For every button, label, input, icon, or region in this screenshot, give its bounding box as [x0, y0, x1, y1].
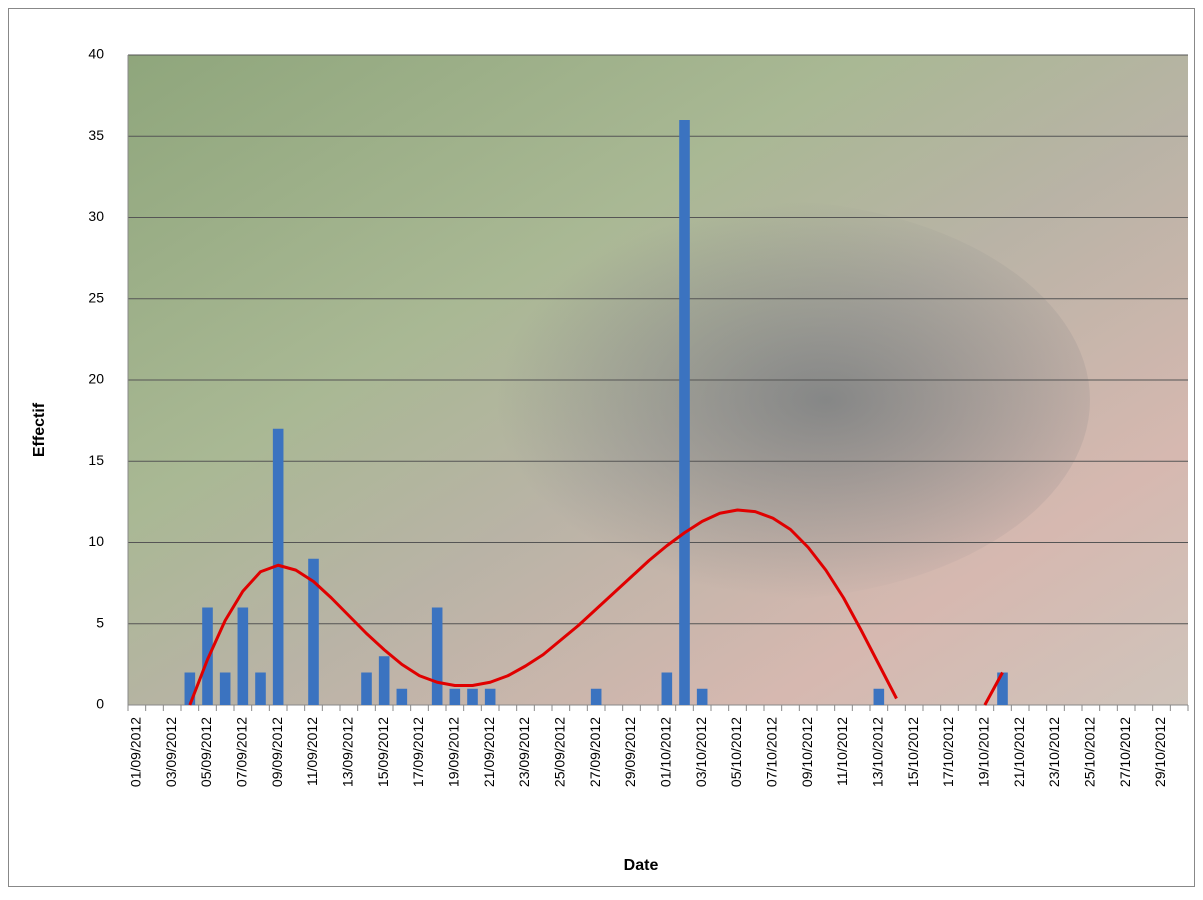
x-tick-label: 09/10/2012 — [799, 717, 815, 787]
bar — [431, 607, 443, 705]
bar — [184, 672, 196, 705]
x-tick-label: 19/09/2012 — [446, 717, 462, 787]
bar — [396, 688, 408, 705]
x-tick-label: 07/10/2012 — [764, 717, 780, 787]
y-tick-label: 40 — [88, 46, 104, 62]
y-tick-label: 25 — [88, 289, 104, 305]
y-tick-label: 0 — [96, 696, 104, 712]
x-tick-label: 03/10/2012 — [693, 717, 709, 787]
bar — [467, 688, 478, 705]
x-tick-label: 11/09/2012 — [304, 717, 320, 786]
bar — [308, 558, 319, 705]
y-tick-label: 30 — [88, 208, 104, 224]
x-tick-label: 25/10/2012 — [1082, 717, 1098, 787]
bar — [997, 672, 1008, 705]
x-tick-label: 29/09/2012 — [622, 717, 638, 787]
x-tick-label: 27/10/2012 — [1117, 717, 1133, 787]
x-tick-label: 07/09/2012 — [234, 717, 250, 787]
bar — [661, 672, 673, 705]
x-tick-label: 11/10/2012 — [834, 717, 850, 786]
bar — [449, 688, 461, 705]
x-tick-label: 13/09/2012 — [340, 717, 356, 787]
bar — [219, 672, 231, 705]
x-tick-label: 17/09/2012 — [410, 717, 426, 787]
x-tick-label: 23/10/2012 — [1046, 717, 1062, 787]
x-tick-label: 01/09/2012 — [128, 717, 144, 787]
x-tick-label: 21/10/2012 — [1011, 717, 1027, 787]
x-tick-label: 05/10/2012 — [728, 717, 744, 787]
y-tick-label: 10 — [88, 533, 104, 549]
bar — [272, 428, 284, 705]
x-tick-label: 09/09/2012 — [269, 717, 285, 787]
bar — [237, 607, 249, 705]
bar — [255, 672, 266, 705]
bar — [590, 688, 602, 705]
x-tick-label: 23/09/2012 — [516, 717, 532, 787]
trend-line — [188, 508, 1004, 706]
x-tick-label: 27/09/2012 — [587, 717, 603, 787]
x-tick-label: 17/10/2012 — [940, 717, 956, 787]
x-tick-label: 19/10/2012 — [976, 717, 992, 787]
x-tick-label: 29/10/2012 — [1152, 717, 1168, 787]
y-tick-label: 35 — [88, 127, 104, 143]
x-tick-label: 03/09/2012 — [163, 717, 179, 787]
bar — [679, 120, 690, 705]
y-axis-title: Effectif — [31, 402, 48, 457]
bar — [696, 688, 708, 705]
bar — [361, 672, 372, 705]
bar — [873, 688, 885, 705]
bar — [484, 688, 496, 705]
x-axis-title: Date — [624, 857, 659, 874]
x-tick-label: 13/10/2012 — [870, 717, 886, 787]
background-photo — [430, 200, 1090, 600]
y-tick-label: 15 — [88, 452, 104, 468]
y-tick-label: 20 — [88, 371, 104, 387]
y-tick-label: 5 — [96, 614, 104, 630]
x-tick-label: 15/09/2012 — [375, 717, 391, 787]
x-tick-label: 01/10/2012 — [658, 717, 674, 787]
x-tick-label: 21/09/2012 — [481, 717, 497, 787]
x-tick-label: 05/09/2012 — [198, 717, 214, 787]
x-tick-label: 25/09/2012 — [552, 717, 568, 787]
x-tick-label: 15/10/2012 — [905, 717, 921, 787]
bar — [378, 656, 390, 705]
